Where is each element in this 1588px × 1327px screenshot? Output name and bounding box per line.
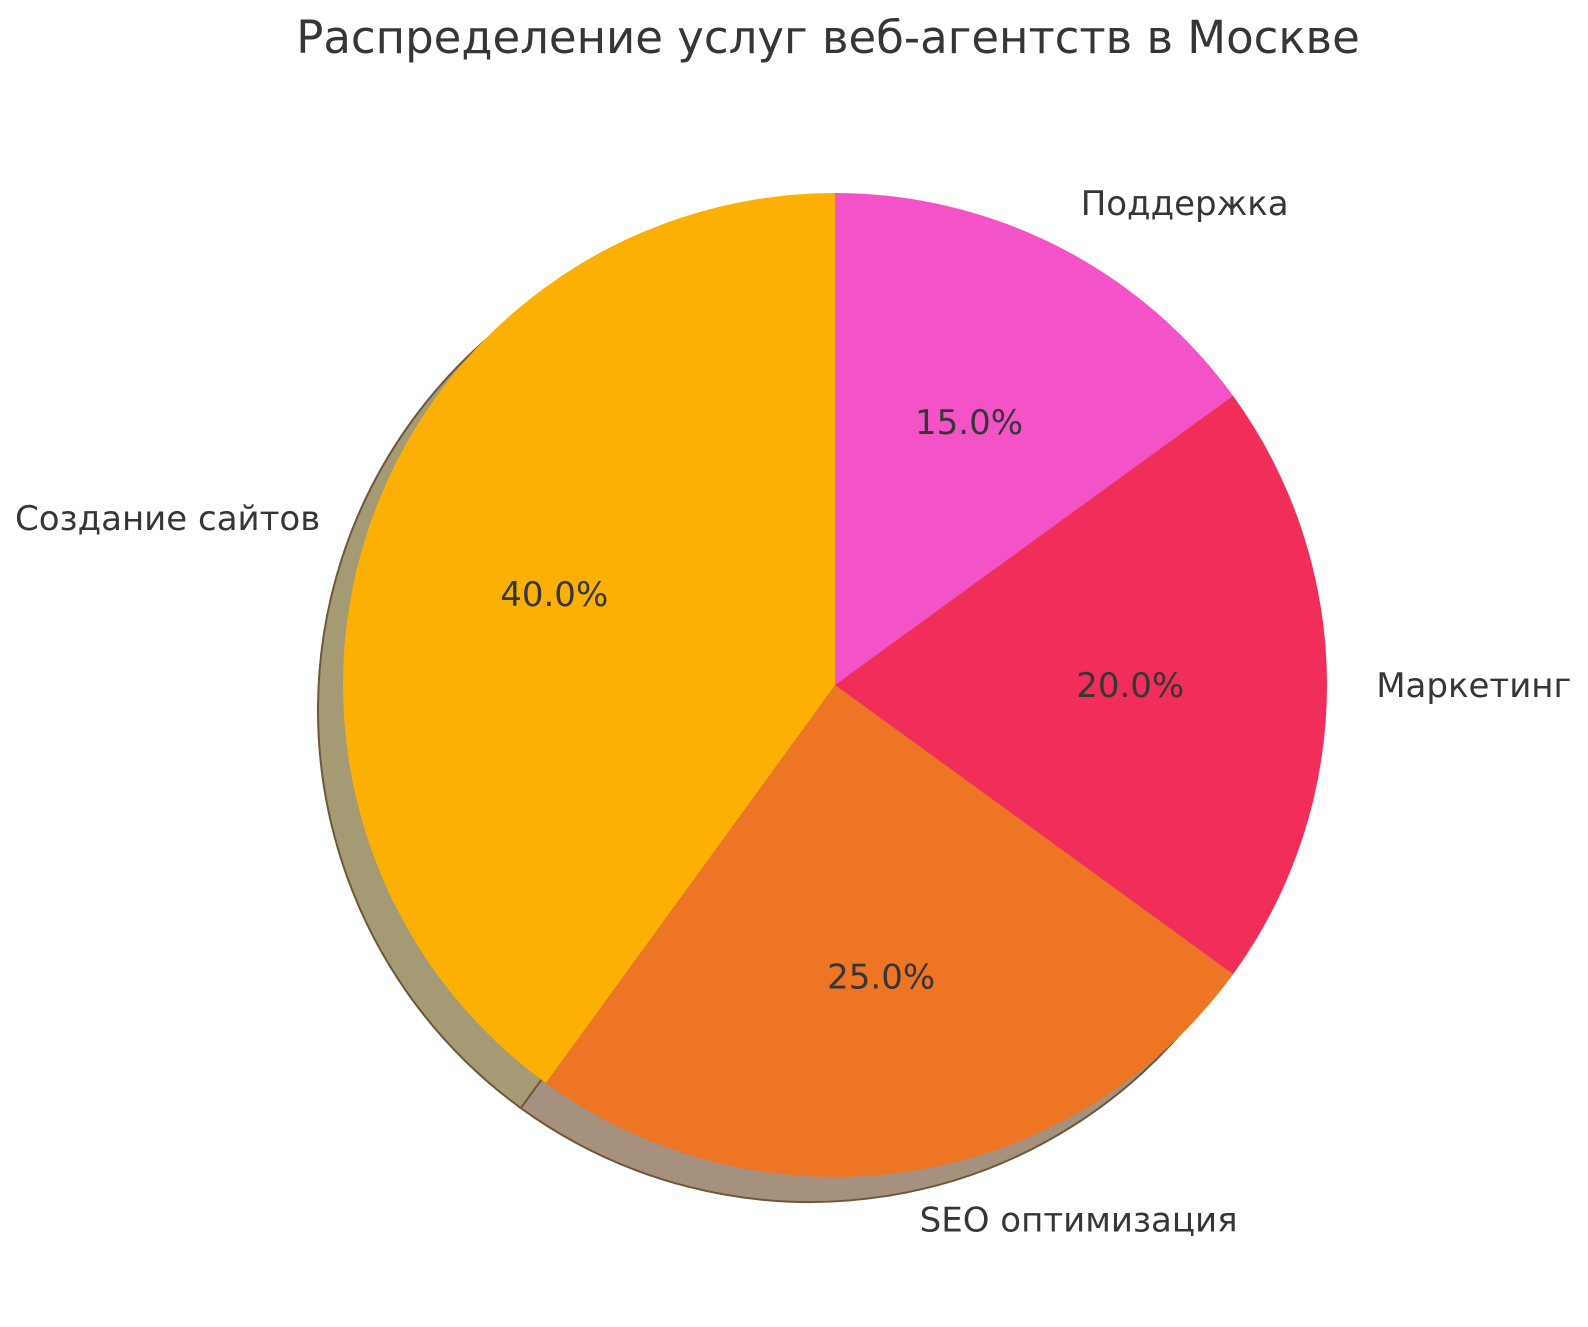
pie-slice-0 (835, 193, 1234, 685)
pie-label-layer: 15.0% Поддержка 20.0% Маркетинг 25.0% SEO опт… (15, 184, 1571, 1241)
slice-label-2: SEO оптимизация (920, 1201, 1238, 1241)
pie-slice-3 (342, 193, 835, 1084)
slice-label-3: Создание сайтов (15, 499, 320, 539)
chart-title: Распределение услуг веб-агентств в Москв… (296, 11, 1360, 64)
slice-label-0: Поддержка (1081, 184, 1289, 224)
slice-pct-label-3: 40.0% (500, 575, 608, 615)
pie-slice-1 (835, 395, 1328, 975)
pie-slice-2 (545, 685, 1234, 1178)
slice-pct-label-0: 15.0% (915, 403, 1023, 443)
slice-pct-label-2: 25.0% (827, 958, 935, 998)
slice-pct-label-1: 20.0% (1076, 666, 1184, 706)
slice-label-1: Маркетинг (1376, 666, 1571, 706)
pie-slice-layer (342, 193, 1328, 1178)
